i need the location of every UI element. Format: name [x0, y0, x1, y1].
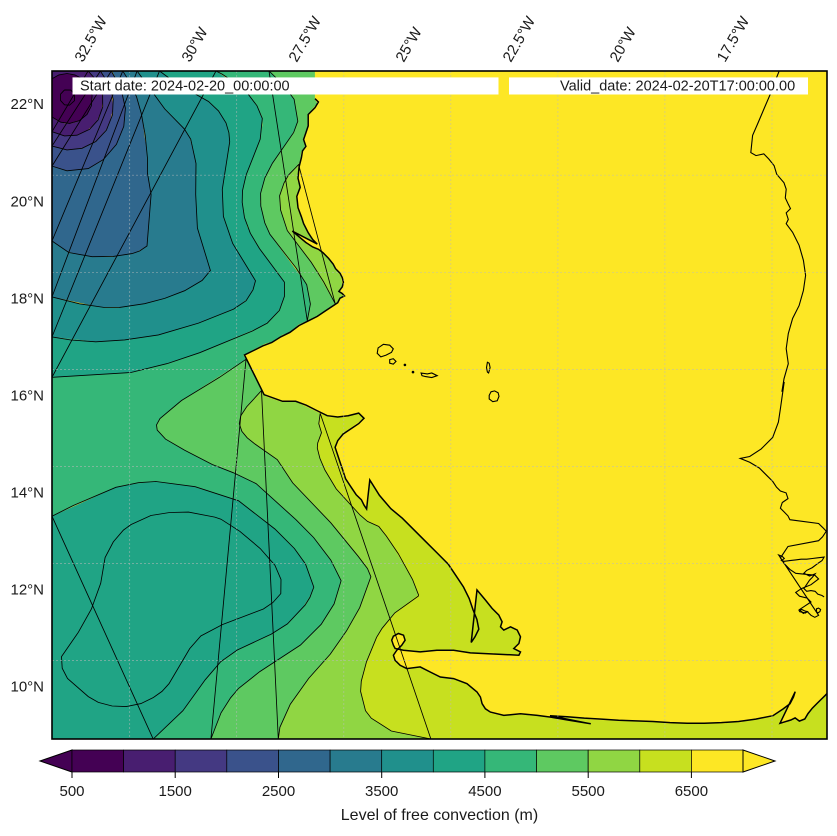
svg-text:2500: 2500 [262, 783, 295, 800]
svg-text:500: 500 [59, 783, 84, 800]
svg-text:4500: 4500 [468, 783, 501, 800]
svg-text:1500: 1500 [159, 783, 192, 800]
svg-text:Valid_date: 2024-02-20T17:00:0: Valid_date: 2024-02-20T17:00:00.00 [560, 79, 795, 95]
svg-text:22°N: 22°N [10, 96, 44, 113]
svg-text:3500: 3500 [365, 783, 398, 800]
svg-text:12°N: 12°N [10, 582, 44, 599]
svg-text:5500: 5500 [572, 783, 605, 800]
svg-text:14°N: 14°N [10, 485, 44, 502]
svg-text:16°N: 16°N [10, 387, 44, 404]
svg-text:10°N: 10°N [10, 679, 44, 696]
svg-text:20°N: 20°N [10, 193, 44, 210]
svg-text:6500: 6500 [675, 783, 708, 800]
svg-text:18°N: 18°N [10, 290, 44, 307]
svg-text:Start date: 2024-02-20_00:00:0: Start date: 2024-02-20_00:00:00 [80, 79, 290, 95]
svg-text:Level of free convection (m): Level of free convection (m) [341, 807, 538, 824]
